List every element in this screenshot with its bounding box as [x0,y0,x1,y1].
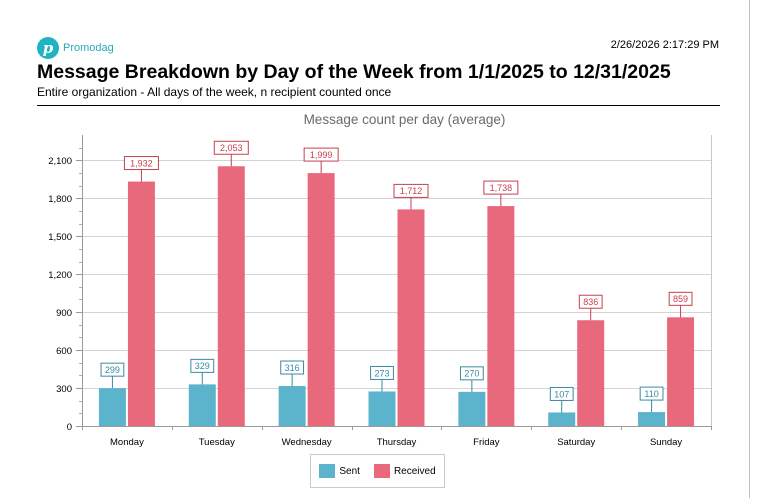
data-label-box [393,183,429,198]
data-label-sent: 329 [195,361,210,371]
page-edge-divider [749,0,750,498]
data-label-sent: 316 [285,363,300,373]
bar-sent-thursday [368,391,396,426]
data-label-sent: 273 [374,368,389,378]
y-tick-label: 900 [56,308,72,319]
y-tick-label: 2,100 [48,156,72,167]
report-timestamp: 2/26/2026 2:17:29 PM [610,39,719,51]
y-tick-label: 1,800 [48,194,72,205]
data-label-received: 1,999 [310,150,333,160]
chart-legend: Sent Received [310,454,445,488]
y-tick-label: 600 [56,346,72,357]
data-label-box [483,180,519,195]
data-label-box [100,362,125,377]
x-tick-label: Monday [110,437,144,448]
bar-sent-friday [458,391,486,426]
y-tick-label: 1,500 [48,232,72,243]
bar-sent-monday [98,388,126,426]
x-tick-label: Thursday [377,437,417,448]
data-label-box [578,294,603,309]
bar-sent-saturday [548,412,576,426]
data-label-box [280,360,305,375]
bar-received-thursday [397,209,425,426]
data-label-box [668,291,693,306]
data-label-box [303,147,339,162]
legend-item-received: Received [373,464,436,478]
bar-sent-sunday [638,412,666,426]
data-label-sent: 107 [554,389,569,399]
x-tick-label: Saturday [557,437,595,448]
data-label-box [123,156,159,171]
data-label-received: 1,738 [490,183,513,193]
y-tick-label: 0 [67,422,72,433]
bar-received-friday [487,206,515,426]
data-label-box [549,386,574,401]
x-tick-label: Tuesday [199,437,235,448]
data-label-box [370,365,394,380]
data-label-sent: 299 [105,365,120,375]
brand-name: Promodag [63,42,114,54]
x-tick-label: Wednesday [282,437,332,448]
bar-received-sunday [667,317,695,426]
y-tick-label: 1,200 [48,270,72,281]
y-tick-label: 300 [56,384,72,395]
bar-received-wednesday [307,173,335,426]
x-tick-label: Friday [473,437,500,448]
data-label-box [190,358,215,373]
report-subtitle: Entire organization - All days of the we… [37,85,392,99]
data-label-received: 859 [673,294,688,304]
legend-swatch-sent [319,464,336,478]
title-divider [37,105,720,106]
data-label-sent: 110 [644,389,658,399]
legend-label-received: Received [393,465,436,477]
data-label-received: 836 [583,297,598,307]
promodag-logo-icon: p [37,37,59,59]
x-tick-label: Sunday [650,437,682,448]
data-label-box [459,366,484,381]
legend-item-sent: Sent [319,464,360,478]
data-label-sent: 270 [464,369,479,379]
bar-sent-tuesday [188,384,216,426]
data-label-box [213,140,249,155]
legend-swatch-received [373,464,390,478]
data-label-received: 1,932 [130,158,153,168]
bar-received-monday [127,181,155,426]
data-label-box [639,386,664,401]
bar-received-saturday [577,320,605,426]
report-title: Message Breakdown by Day of the Week fro… [37,61,671,83]
data-label-received: 2,053 [220,143,243,153]
brand-logo: p Promodag [37,37,114,59]
chart-title: Message count per day (average) [304,112,506,127]
bar-sent-wednesday [278,386,306,426]
bar-received-tuesday [217,166,245,427]
legend-label-sent: Sent [339,465,360,477]
data-label-received: 1,712 [400,186,423,196]
